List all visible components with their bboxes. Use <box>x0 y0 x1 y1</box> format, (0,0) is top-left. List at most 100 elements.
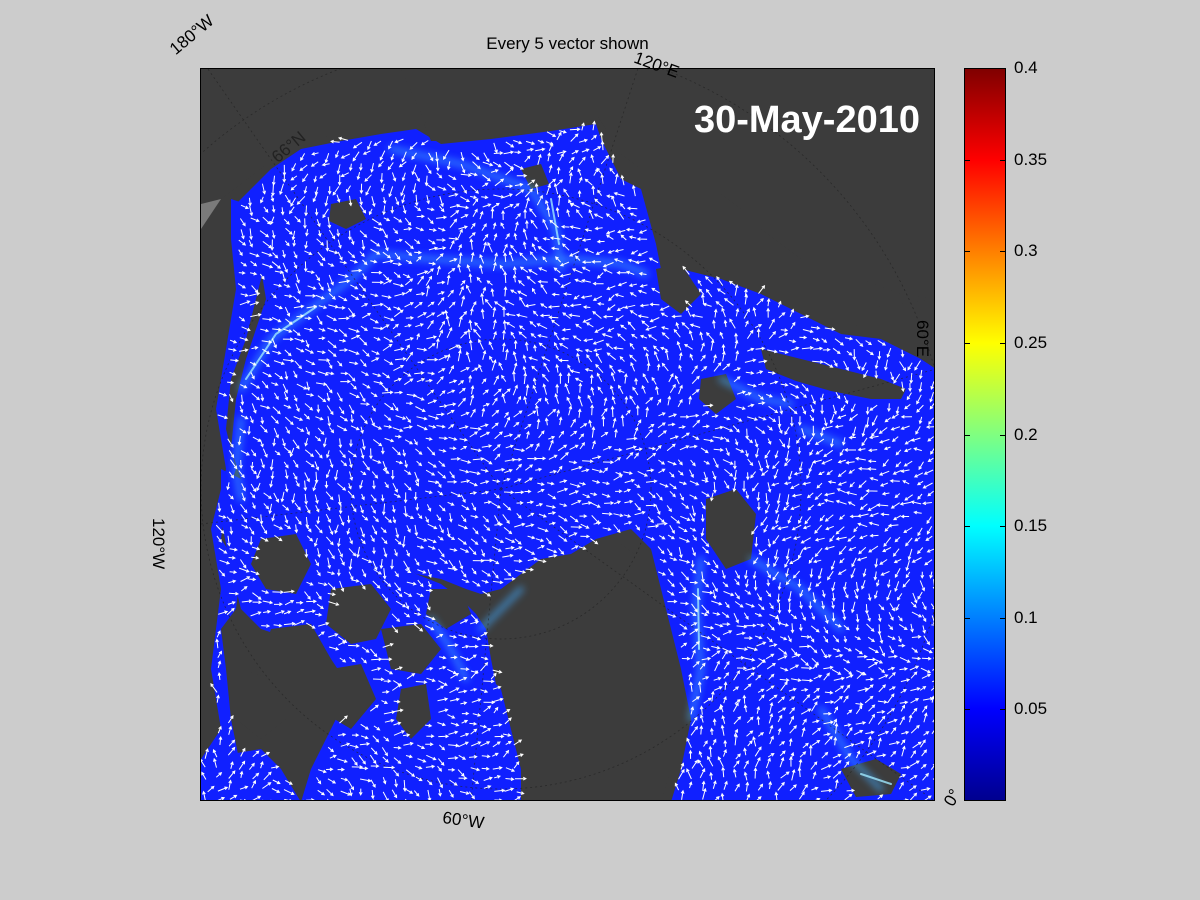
drift-vector <box>674 375 680 385</box>
drift-vector <box>734 592 740 600</box>
drift-vector <box>492 741 501 748</box>
drift-vector <box>360 415 368 425</box>
drift-vector <box>843 695 849 703</box>
drift-vector <box>449 258 458 262</box>
drift-vector <box>460 280 466 286</box>
drift-vector <box>773 469 779 480</box>
drift-vector <box>773 556 779 568</box>
drift-vector <box>712 319 716 329</box>
drift-vector <box>448 756 459 760</box>
drift-vector <box>428 239 436 245</box>
drift-vector <box>251 346 259 350</box>
drift-vector <box>779 678 790 682</box>
drift-vector <box>372 560 378 571</box>
drift-vector <box>504 787 515 792</box>
drift-vector <box>394 538 402 545</box>
drift-vector <box>721 612 730 618</box>
drift-vector <box>758 548 767 555</box>
drift-vector <box>580 534 591 539</box>
drift-vector <box>405 602 410 610</box>
drift-vector <box>905 537 913 547</box>
drift-vector <box>568 313 581 318</box>
drift-vector <box>502 553 514 558</box>
drift-vector <box>393 377 402 382</box>
drift-vector <box>830 438 834 448</box>
drift-vector <box>480 741 491 747</box>
drift-vector <box>547 152 551 162</box>
drift-vector <box>490 672 497 680</box>
drift-vector <box>500 222 505 229</box>
drift-vector <box>281 271 287 283</box>
drift-vector <box>712 436 725 441</box>
drift-vector <box>563 188 570 198</box>
drift-vector <box>676 340 682 351</box>
drift-vector <box>903 448 912 453</box>
drift-vector <box>470 385 475 395</box>
drift-vector <box>393 216 403 223</box>
drift-vector <box>736 624 748 629</box>
lon-label-60e: 60°E <box>913 320 932 358</box>
drift-vector <box>689 480 700 486</box>
drift-vector <box>743 760 749 769</box>
drift-vector <box>576 352 580 363</box>
drift-vector <box>753 557 759 565</box>
drift-vector <box>756 593 762 601</box>
drift-vector <box>362 439 366 451</box>
drift-vector <box>382 324 390 329</box>
drift-vector <box>439 557 449 564</box>
drift-vector <box>614 457 622 463</box>
drift-vector <box>575 209 583 219</box>
drift-vector <box>679 623 688 630</box>
drift-vector <box>756 796 762 800</box>
drift-vector <box>503 477 511 482</box>
drift-vector <box>359 337 368 346</box>
drift-vector <box>382 756 389 763</box>
drift-vector <box>548 439 554 451</box>
drift-vector <box>890 726 897 735</box>
drift-vector <box>546 548 558 554</box>
drift-vector <box>392 683 402 691</box>
drift-vector <box>296 347 305 353</box>
drift-vector <box>789 557 800 565</box>
drift-vector <box>746 329 754 339</box>
drift-vector <box>271 317 282 323</box>
drift-vector <box>846 726 853 736</box>
drift-vector <box>251 555 260 560</box>
drift-vector <box>680 601 690 606</box>
drift-vector <box>293 251 298 259</box>
drift-vector <box>405 568 412 574</box>
drift-vector <box>426 284 430 297</box>
drift-vector <box>514 522 526 528</box>
drift-vector <box>559 261 570 267</box>
drift-vector <box>283 789 295 795</box>
drift-vector <box>744 293 749 305</box>
drift-vector <box>296 195 306 205</box>
drift-vector <box>479 210 484 220</box>
drift-vector <box>809 568 814 579</box>
drift-vector <box>371 471 379 479</box>
drift-vector <box>593 213 604 219</box>
drift-vector <box>758 460 763 472</box>
drift-vector <box>494 734 505 739</box>
drift-vector <box>470 687 478 692</box>
drift-vector <box>392 228 399 235</box>
drift-vector <box>659 305 670 311</box>
drift-vector <box>241 537 249 543</box>
drift-vector <box>326 767 334 772</box>
drift-vector <box>733 376 741 383</box>
drift-vector <box>469 491 478 495</box>
drift-vector <box>305 524 312 533</box>
drift-vector <box>914 537 921 542</box>
drift-vector <box>448 365 454 374</box>
drift-vector <box>833 695 844 704</box>
drift-vector <box>470 538 479 545</box>
drift-vector <box>617 369 625 373</box>
drift-vector <box>789 707 796 715</box>
drift-vector <box>802 783 808 793</box>
drift-vector <box>483 152 490 163</box>
drift-vector <box>809 645 818 654</box>
drift-vector <box>468 546 477 556</box>
drift-vector <box>691 547 696 557</box>
drift-vector <box>414 239 421 245</box>
drift-vector <box>627 321 636 331</box>
